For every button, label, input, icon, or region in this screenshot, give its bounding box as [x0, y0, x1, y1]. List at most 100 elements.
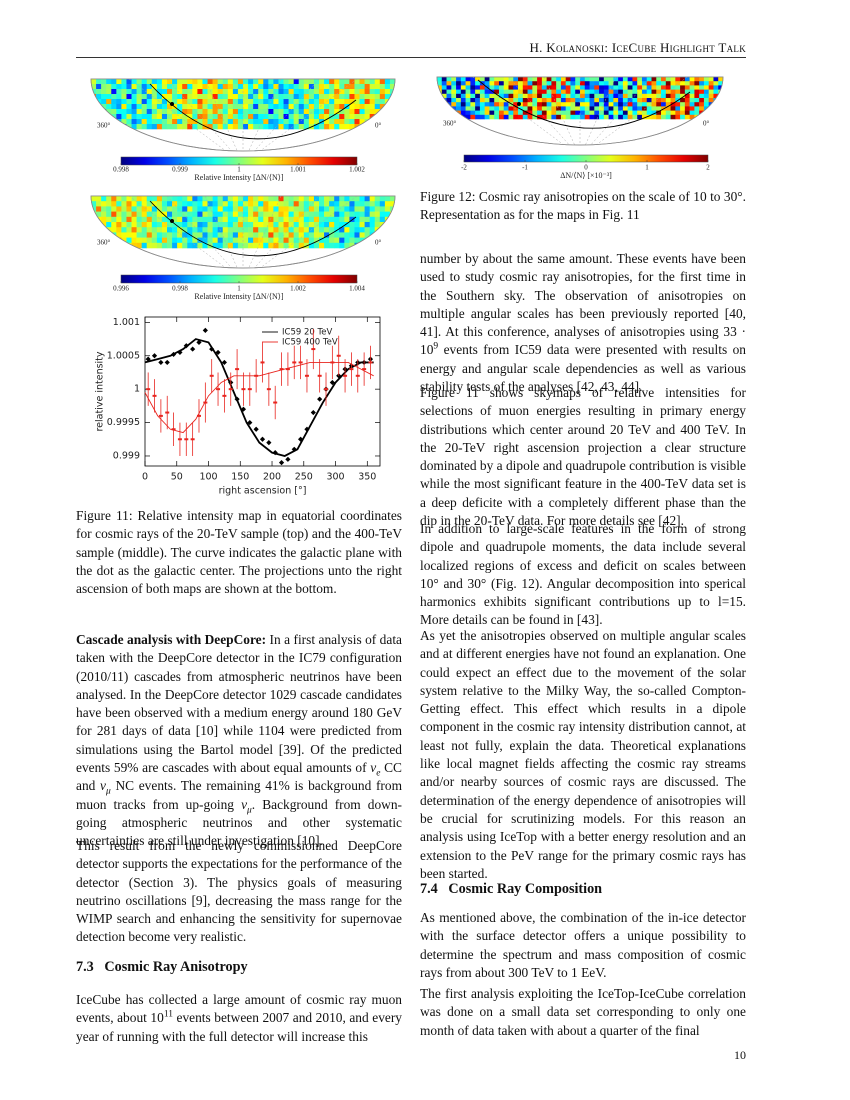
map-pixel [334, 124, 340, 130]
colorbar-tick-label: 1.001 [290, 166, 306, 174]
map-pixel [268, 196, 274, 202]
map-pixel [136, 242, 142, 249]
map-pixel [537, 89, 543, 95]
data-point [285, 456, 291, 462]
map-pixel [556, 114, 562, 120]
map-pixel [589, 85, 595, 90]
map-pixel [575, 81, 581, 86]
map-pixel [212, 89, 218, 95]
map-pixel [197, 104, 203, 110]
map-pixel [708, 110, 714, 116]
map-pixel [111, 196, 117, 202]
map-pixel [258, 119, 264, 125]
map-pixel [339, 227, 345, 233]
map-pixel [151, 242, 158, 249]
map-pixel [136, 94, 142, 100]
map-pixel [313, 89, 320, 95]
map-pixel [344, 119, 350, 125]
map-pixel [329, 79, 335, 85]
map-pixel [451, 85, 457, 90]
map-pixel [470, 102, 476, 107]
map-pixel [131, 242, 137, 249]
map-pixel [541, 102, 547, 107]
map-pixel [222, 201, 229, 207]
map-pixel [680, 89, 686, 95]
data-point [343, 374, 348, 377]
map-pixel [91, 104, 97, 110]
map-pixel [489, 110, 495, 116]
map-pixel [227, 216, 234, 223]
map-pixel [237, 119, 244, 125]
map-pixel [324, 79, 330, 85]
map-pixel [675, 93, 681, 99]
data-point [151, 353, 158, 359]
map-pixel [298, 99, 305, 105]
map-pixel [248, 119, 254, 125]
map-pixel [278, 94, 284, 100]
map-pixel [551, 110, 557, 116]
map-pixel [646, 93, 652, 99]
map-pixel [227, 84, 234, 90]
map-pixel [465, 93, 471, 99]
map-pixel [599, 89, 605, 95]
map-pixel [187, 211, 193, 218]
map-pixel [324, 211, 330, 218]
map-pixel [603, 98, 609, 103]
map-pixel [293, 119, 300, 125]
colorbar-label: Relative Intensity [ΔN/⟨N⟩] [194, 173, 283, 182]
map-pixel [192, 196, 198, 202]
map-pixel [344, 242, 350, 249]
map-pixel [293, 124, 300, 130]
map-pixel [116, 232, 122, 238]
map-pixel [675, 110, 681, 116]
map-pixel [718, 81, 723, 86]
map-pixel [167, 206, 173, 212]
map-pixel [237, 216, 244, 223]
map-pixel [384, 211, 391, 218]
map-pixel [637, 106, 643, 111]
map-pixel [227, 79, 234, 85]
map-pixel [288, 232, 294, 238]
map-pixel [111, 216, 117, 223]
map-pixel [475, 77, 481, 82]
map-pixel [522, 106, 528, 111]
galactic-center [170, 219, 174, 223]
map-pixel [237, 206, 244, 212]
map-pixel [384, 232, 391, 238]
map-pixel [258, 242, 264, 249]
map-pixel [329, 222, 335, 228]
map-pixel [222, 79, 229, 85]
map-pixel [131, 216, 137, 223]
map-pixel [237, 227, 244, 233]
map-pixel [622, 89, 628, 95]
map-pixel [172, 206, 178, 212]
map-pixel [237, 124, 244, 130]
map-pixel [111, 227, 117, 233]
map-pixel [106, 232, 112, 238]
map-pixel [560, 89, 566, 95]
map-meridian [204, 196, 238, 268]
map-pixel [136, 222, 142, 228]
map-pixel [349, 124, 355, 130]
map-pixel [126, 89, 132, 95]
map-outline [436, 76, 724, 146]
map-pixel [156, 227, 163, 233]
map-pixel [222, 99, 229, 105]
map-pixel [646, 114, 652, 120]
map-pixel [699, 85, 705, 90]
map-pixel [146, 196, 153, 202]
map-pixel [156, 242, 163, 249]
map-pixel [339, 114, 345, 120]
map-pixel [172, 94, 178, 100]
map-pixel [532, 85, 538, 90]
map-pixel [329, 232, 335, 238]
map-pixel [313, 237, 320, 244]
map-pixel [222, 232, 229, 238]
map-pixel [151, 114, 158, 120]
map-pixel [121, 232, 127, 238]
map-pixel [665, 110, 671, 116]
map-pixel [522, 114, 528, 120]
map-pixel [258, 89, 264, 95]
map-pixel [151, 227, 158, 233]
map-pixel [522, 110, 528, 116]
